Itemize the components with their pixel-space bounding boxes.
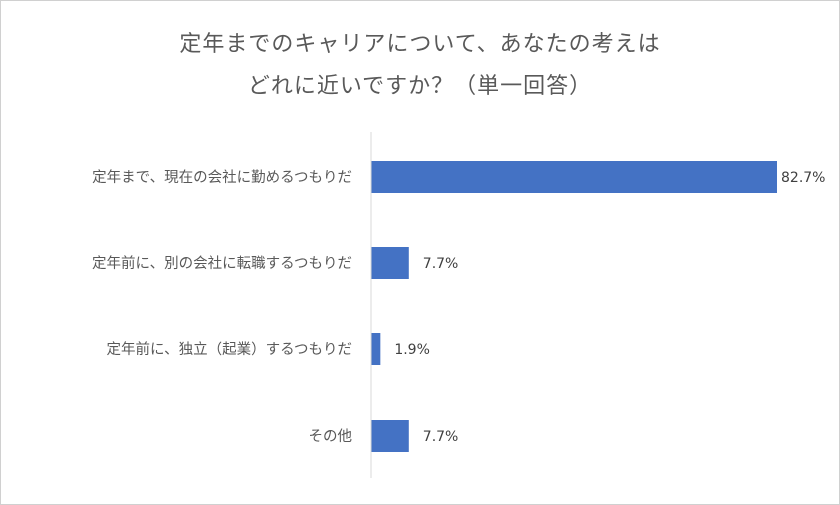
category-label: 定年前に、独立（起業）するつもりだ xyxy=(107,341,352,358)
bar xyxy=(371,420,409,452)
data-label: 7.7% xyxy=(423,429,459,445)
data-label: 7.7% xyxy=(423,256,459,272)
category-label: その他 xyxy=(309,428,353,445)
bar xyxy=(371,333,381,365)
chart-title-line-1: 定年までのキャリアについて、あなたの考えは xyxy=(179,32,661,57)
data-label: 82.7% xyxy=(781,170,825,186)
bar xyxy=(371,161,777,193)
bar xyxy=(371,247,409,279)
chart-title-line-2: どれに近いですか？（単一回答） xyxy=(247,74,593,99)
category-label: 定年前に、別の会社に転職するつもりだ xyxy=(92,255,352,272)
data-label: 1.9% xyxy=(394,342,430,358)
category-label: 定年まで、現在の会社に勤めるつもりだ xyxy=(92,169,352,186)
